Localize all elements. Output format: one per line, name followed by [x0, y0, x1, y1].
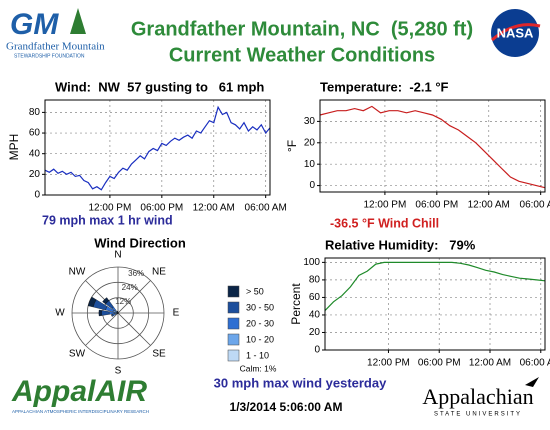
- x-tick-label: 12:00 PM: [88, 203, 131, 214]
- data-line: [319, 105, 546, 189]
- annotation: Calm: 1%: [240, 363, 277, 373]
- chart-title: Temperature: -2.1 °F: [320, 79, 449, 94]
- compass-spoke: [85, 312, 119, 346]
- nasa-text: NASA: [497, 25, 534, 40]
- ring-label: 24%: [122, 283, 138, 292]
- appalair-name: AppalAIR: [11, 375, 147, 408]
- y-tick-label: 20: [29, 169, 41, 180]
- nasa-disc: [491, 9, 539, 57]
- y-tick-label: 10: [304, 159, 316, 170]
- y-tick-label: 80: [29, 107, 41, 118]
- ring-label: 36%: [128, 269, 144, 278]
- compass-spoke: [117, 280, 151, 314]
- data-line: [324, 261, 546, 312]
- bird-icon: [525, 377, 539, 387]
- y-tick-label: 20: [304, 137, 316, 148]
- data-line: [44, 105, 271, 191]
- nasa-logo: NASA: [491, 9, 541, 57]
- legend-label: 10 - 20: [246, 334, 274, 344]
- logo-name: Grandfather Mountain: [6, 41, 105, 53]
- compass-spoke: [117, 312, 151, 346]
- compass-label: S: [115, 366, 122, 377]
- x-tick-label: 06:00 AM: [520, 200, 550, 211]
- rose-wedge: [111, 314, 113, 317]
- y-tick-label: 40: [29, 148, 41, 159]
- x-tick-label: 06:00 PM: [418, 358, 461, 369]
- chart-title: Relative Humidity: 79%: [325, 237, 476, 252]
- logo-sub: STEWARDSHIP FOUNDATION: [14, 53, 85, 59]
- chart-title: Wind: NW 57 gusting to 61 mph: [55, 79, 264, 94]
- title-line1: Grandfather Mountain, NC (5,280 ft): [131, 18, 473, 40]
- plot-frame: [44, 99, 271, 196]
- y-tick-label: 20: [309, 327, 321, 338]
- legend: > 50 30 - 50 20 - 30 10 - 20 1 - 10: [227, 285, 274, 362]
- y-axis-label: MPH: [7, 134, 21, 161]
- legend-swatch: [227, 317, 240, 330]
- legend-swatch: [227, 301, 240, 314]
- y-tick-label: 30: [304, 116, 316, 127]
- y-tick-label: 80: [309, 275, 321, 286]
- x-tick-label: 06:00 AM: [520, 358, 550, 369]
- rose-wedge: [98, 309, 102, 317]
- compass-label: SE: [152, 349, 166, 360]
- rose-wedge: [101, 310, 110, 316]
- y-axis-label: °F: [285, 140, 299, 152]
- timestamp: 1/3/2014 5:06:00 AM: [230, 400, 343, 414]
- legend-label: 20 - 30: [246, 318, 274, 328]
- x-tick-label: 12:00 AM: [469, 358, 511, 369]
- logo-mark: GM: [10, 8, 59, 41]
- annotation: -36.5 °F Wind Chill: [330, 216, 439, 230]
- chart-title: Wind Direction: [94, 235, 186, 250]
- compass-label: NW: [69, 267, 86, 278]
- y-tick-label: 60: [309, 292, 321, 303]
- annotation: 79 mph max 1 hr wind: [42, 213, 173, 227]
- rose-wedge: [102, 297, 110, 305]
- y-tick-label: 60: [29, 128, 41, 139]
- tree-icon: [70, 8, 86, 34]
- legend-swatch: [227, 285, 240, 298]
- title-line2: Current Weather Conditions: [169, 44, 435, 66]
- compass-label: N: [114, 250, 121, 261]
- university-name: Appalachian: [422, 384, 533, 409]
- compass-label: SW: [69, 349, 86, 360]
- x-tick-label: 06:00 PM: [415, 200, 458, 211]
- x-tick-label: 06:00 AM: [245, 203, 287, 214]
- x-tick-label: 12:00 PM: [363, 200, 406, 211]
- y-tick-label: 40: [309, 310, 321, 321]
- compass-label: NE: [152, 267, 166, 278]
- legend-label: 1 - 10: [246, 350, 269, 360]
- x-tick-label: 12:00 AM: [468, 200, 510, 211]
- rose-wedge: [87, 296, 97, 308]
- y-tick-label: 0: [34, 190, 40, 201]
- nasa-swoosh: [491, 23, 541, 42]
- legend-swatch: [227, 349, 240, 362]
- legend-swatch: [227, 333, 240, 346]
- ring-label: 12%: [115, 297, 131, 306]
- compass-label: W: [55, 308, 65, 319]
- logo-left: GM Grandfather Mountain STEWARDSHIP FOUN…: [6, 8, 105, 59]
- x-tick-label: 12:00 PM: [367, 358, 410, 369]
- appalair-logo: AppalAIR APPALACHIAN ATMOSPHERIC INTERDI…: [11, 375, 149, 414]
- legend-label: > 50: [246, 286, 264, 296]
- university-sub: STATE UNIVERSITY: [434, 412, 522, 418]
- y-axis-label: Percent: [289, 283, 303, 325]
- legend-label: 30 - 50: [246, 302, 274, 312]
- max-wind: 30 mph max wind yesterday: [214, 375, 387, 390]
- x-tick-label: 12:00 AM: [193, 203, 235, 214]
- appalair-sub: APPALACHIAN ATMOSPHERIC INTERDISCIPLINAR…: [12, 409, 149, 414]
- y-tick-label: 0: [309, 180, 315, 191]
- plot-frame: [319, 99, 546, 193]
- y-tick-label: 100: [303, 257, 320, 268]
- plot-frame: [324, 257, 546, 351]
- y-tick-label: 0: [314, 345, 320, 356]
- x-tick-label: 06:00 PM: [140, 203, 183, 214]
- compass-label: E: [173, 308, 180, 319]
